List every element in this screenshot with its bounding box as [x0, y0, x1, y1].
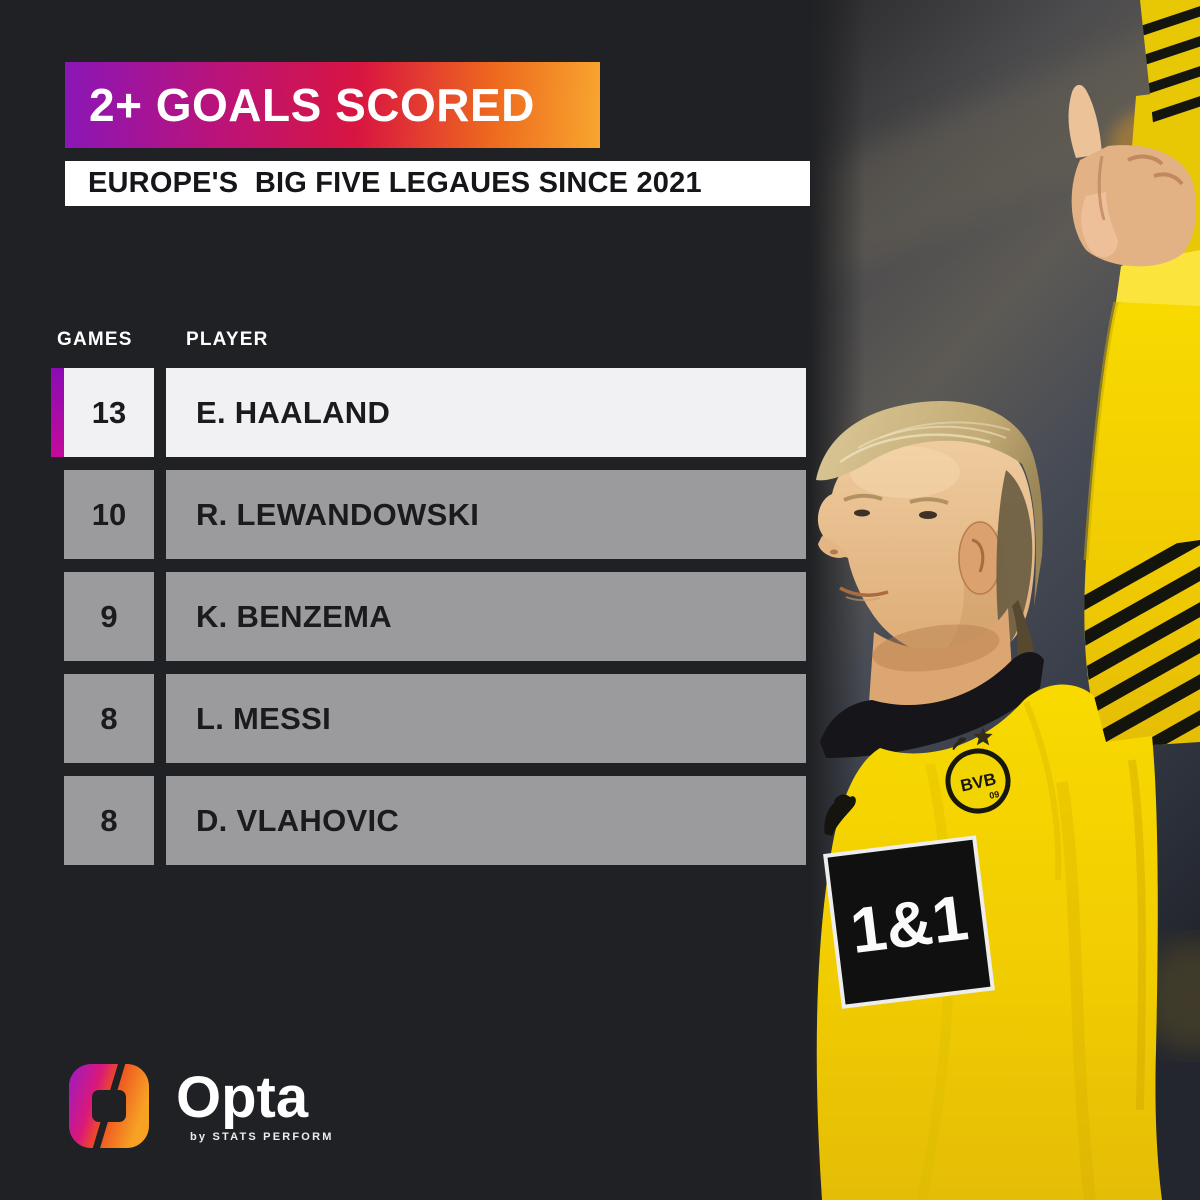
sponsor-text: 1&1 [847, 881, 972, 967]
brand-name: Opta [176, 1065, 309, 1130]
table-row-haaland: 13 E. HAALAND [51, 368, 806, 457]
page-title: 2+ GOALS SCORED [89, 79, 535, 131]
games-value: 8 [64, 674, 154, 763]
player-head [816, 400, 1043, 668]
pointing-hand [1068, 84, 1197, 267]
hair [816, 400, 1043, 606]
player-name: E. HAALAND [166, 368, 806, 457]
sponsor-patch: 1&1 [823, 835, 995, 1009]
games-value: 13 [64, 368, 154, 457]
table-row-vlahovic: 8 D. VLAHOVIC [51, 776, 806, 865]
ear [958, 521, 1002, 595]
subtitle-banner: EUROPE'S BIG FIVE LEGAUES SINCE 2021 [65, 161, 816, 206]
column-header-player: PLAYER [186, 329, 269, 350]
puma-logo-icon [824, 794, 856, 836]
player-name: R. LEWANDOWSKI [166, 470, 806, 559]
index-finger [1068, 84, 1102, 158]
games-value: 9 [64, 572, 154, 661]
opta-branding: Opta by STATS PERFORM [66, 1060, 334, 1152]
title-banner: 2+ GOALS SCORED [65, 62, 600, 148]
table-row-messi: 8 L. MESSI [51, 674, 806, 763]
games-value: 10 [64, 470, 154, 559]
accent-spacer [51, 776, 64, 865]
player-name: L. MESSI [166, 674, 806, 763]
club-crest-group: BVB 09 [824, 727, 1011, 836]
opta-logo-icon [69, 1060, 149, 1152]
highlight-accent-bar [51, 368, 64, 457]
nostril [830, 549, 838, 555]
table-row-lewandowski: 10 R. LEWANDOWSKI [51, 470, 806, 559]
eye [854, 509, 870, 517]
light-streak [810, 10, 1200, 290]
brand-text: Opta by STATS PERFORM [176, 1065, 334, 1144]
accent-spacer [51, 572, 64, 661]
shoulder-stripes [1084, 540, 1200, 748]
badge-year: 09 [988, 789, 1000, 801]
eyebrow [909, 497, 949, 505]
player-name: K. BENZEMA [166, 572, 806, 661]
games-value: 8 [64, 776, 154, 865]
puma-logo-icon [952, 737, 967, 750]
accent-spacer [51, 470, 64, 559]
column-header-games: GAMES [57, 329, 133, 350]
table-header-row: GAMES PLAYER [51, 329, 806, 351]
champion-star-icon [973, 727, 993, 746]
accent-spacer [51, 674, 64, 763]
thumb [1081, 192, 1118, 258]
eyebrow [843, 493, 883, 502]
forehead-highlight [850, 446, 960, 498]
eye [919, 511, 937, 519]
stats-table: GAMES PLAYER 13 E. HAALAND 10 R. LEWANDO… [51, 329, 806, 878]
mouth [839, 586, 889, 597]
hair-wisp [1012, 600, 1035, 668]
jersey-collar [820, 652, 1044, 758]
undercut-hair [996, 470, 1033, 652]
brand-tagline: by STATS PERFORM [190, 1131, 334, 1143]
page-subtitle: EUROPE'S BIG FIVE LEGAUES SINCE 2021 [88, 167, 702, 199]
table-row-benzema: 9 K. BENZEMA [51, 572, 806, 661]
player-photo: BVB 09 1&1 [810, 0, 1200, 1200]
face [817, 426, 1035, 661]
player-name: D. VLAHOVIC [166, 776, 806, 865]
bvb-badge: BVB 09 [945, 748, 1011, 814]
nose [818, 536, 850, 558]
